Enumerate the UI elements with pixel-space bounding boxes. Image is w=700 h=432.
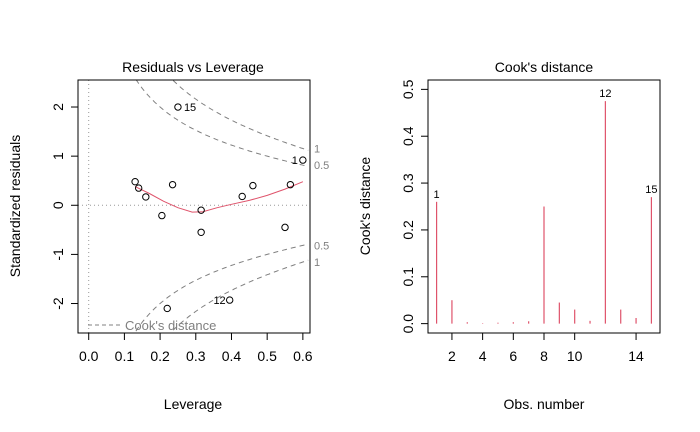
cook-contour-1 <box>171 80 309 151</box>
scatter-points: 15 12 1 <box>131 102 307 313</box>
residuals-vs-leverage-panel: Residuals vs Leverage Leverage Standardi… <box>7 59 329 412</box>
bar-labels: 1 12 15 <box>434 88 658 201</box>
legend: Cook's distance <box>88 318 216 333</box>
y-tick-label: 1 <box>50 152 66 160</box>
x-tick-label: 0.6 <box>293 348 313 364</box>
x-tick-label: 6 <box>509 348 517 364</box>
cook-distance-contours <box>134 80 309 333</box>
cooks-distance-panel: Cook's distance Obs. number Cook's dista… <box>357 59 661 412</box>
x-tick-label: 0.1 <box>115 348 135 364</box>
panel1-y-axis-label: Standardized residuals <box>7 135 23 277</box>
y-tick-label: 0.3 <box>400 173 416 193</box>
panel1-title: Residuals vs Leverage <box>122 59 264 75</box>
cook-bars <box>435 101 653 324</box>
panel1-plot-box <box>77 79 311 334</box>
scatter-point <box>174 103 182 111</box>
y-tick-label: 0.0 <box>400 314 416 334</box>
bar-label: 12 <box>599 88 611 100</box>
panel2-title: Cook's distance <box>495 59 594 75</box>
x-tick-label: 2 <box>448 348 456 364</box>
scatter-point <box>225 296 234 304</box>
x-tick-label: 8 <box>540 348 548 364</box>
panel1-x-axis-label: Leverage <box>164 396 223 412</box>
contour-label: 0.5 <box>314 240 329 252</box>
panel2-plot-box <box>427 79 661 334</box>
bar-label: 1 <box>434 189 440 201</box>
contour-label: 0.5 <box>314 160 329 172</box>
cook-contour-3 <box>169 259 309 333</box>
panel2-ticks: 2 4 6 8 10 14 0.0 0.1 0.2 0.3 0.4 0.5 <box>400 79 644 364</box>
x-tick-label: 0.0 <box>79 348 99 364</box>
cook-contour-2 <box>134 243 309 333</box>
y-tick-label: -2 <box>50 297 66 310</box>
x-tick-label: 0.5 <box>257 348 277 364</box>
scatter-point <box>286 180 295 189</box>
contour-label: 1 <box>314 144 320 156</box>
contour-label: 1 <box>314 257 320 269</box>
x-tick-label: 0.2 <box>150 348 170 364</box>
y-tick-label: 0.2 <box>400 220 416 240</box>
point-label: 15 <box>184 102 196 114</box>
smooth-line <box>134 181 304 213</box>
scatter-point <box>142 193 150 201</box>
x-tick-label: 4 <box>479 348 487 364</box>
scatter-point <box>299 156 307 164</box>
smooth-line-group <box>134 181 304 213</box>
y-tick-label: 0 <box>50 201 66 209</box>
scatter-point <box>158 211 166 220</box>
scatter-point <box>134 184 143 192</box>
y-tick-label: 0.1 <box>400 267 416 287</box>
point-label: 1 <box>292 155 298 167</box>
scatter-point <box>131 177 139 186</box>
y-tick-label: 0.5 <box>400 79 416 99</box>
reference-lines <box>78 80 310 333</box>
scatter-point <box>197 206 205 214</box>
scatter-point <box>168 180 177 189</box>
panel2-y-axis-label: Cook's distance <box>357 157 373 256</box>
point-label: 12 <box>213 295 225 307</box>
scatter-point <box>249 181 257 190</box>
scatter-point <box>281 223 289 232</box>
x-tick-label: 0.4 <box>222 348 242 364</box>
scatter-point <box>163 304 171 313</box>
contour-labels: 1 0.5 0.5 1 <box>314 144 329 269</box>
panel2-x-axis-label: Obs. number <box>504 396 585 412</box>
bar-label: 15 <box>645 184 657 196</box>
y-tick-label: 2 <box>50 103 66 111</box>
cook-contour-0 <box>135 80 309 167</box>
x-tick-label: 14 <box>628 348 644 364</box>
x-tick-label: 10 <box>567 348 583 364</box>
y-tick-label: 0.4 <box>400 126 416 146</box>
y-tick-label: -1 <box>50 248 66 261</box>
scatter-point <box>238 192 246 201</box>
scatter-point <box>197 228 205 236</box>
x-tick-label: 0.3 <box>186 348 206 364</box>
legend-label: Cook's distance <box>125 318 216 333</box>
